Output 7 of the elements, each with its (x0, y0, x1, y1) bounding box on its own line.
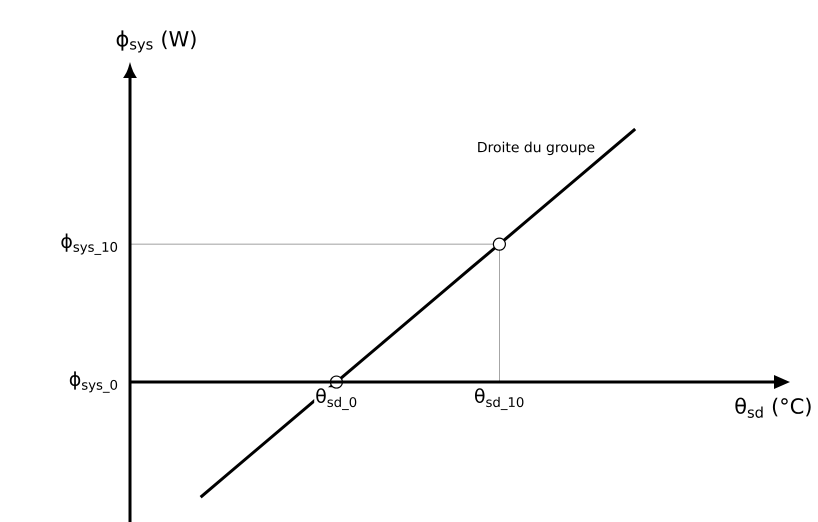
annotation: Droite du groupe (478, 142, 594, 156)
x-tick-label: θ$_{sd_0}$ (316, 388, 356, 410)
x-axis-title: θ$_{sd}$ (°C) (735, 398, 811, 418)
x-tick-label: θ$_{sd_10}$ (475, 388, 524, 410)
y-axis-title: ϕ$_{sys}$ (W) (116, 30, 196, 52)
text: ϕ$_{sys_0}$ (70, 371, 118, 393)
text: ϕ$_{sys_10}$ (61, 233, 118, 255)
